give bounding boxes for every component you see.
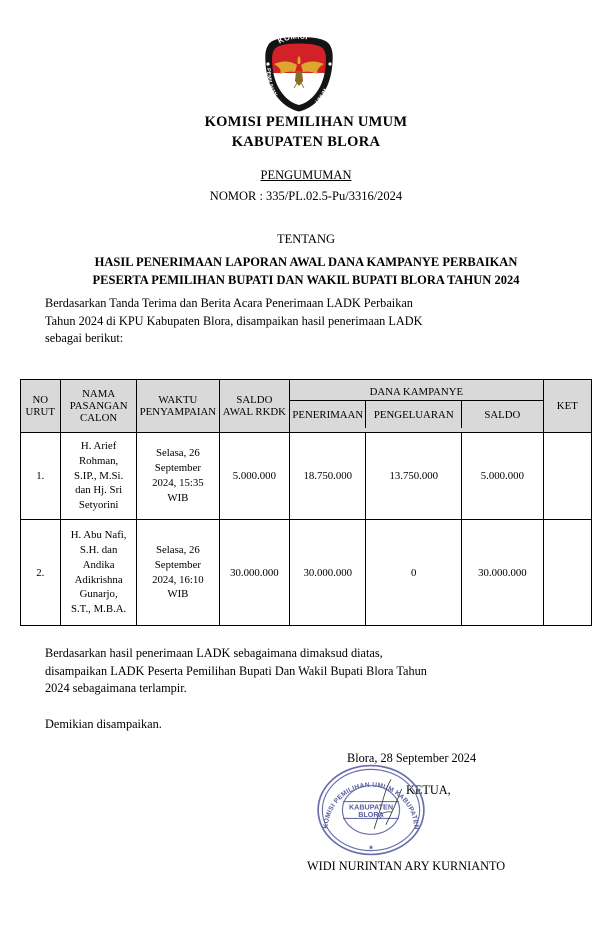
svg-text:★: ★ — [368, 845, 374, 852]
